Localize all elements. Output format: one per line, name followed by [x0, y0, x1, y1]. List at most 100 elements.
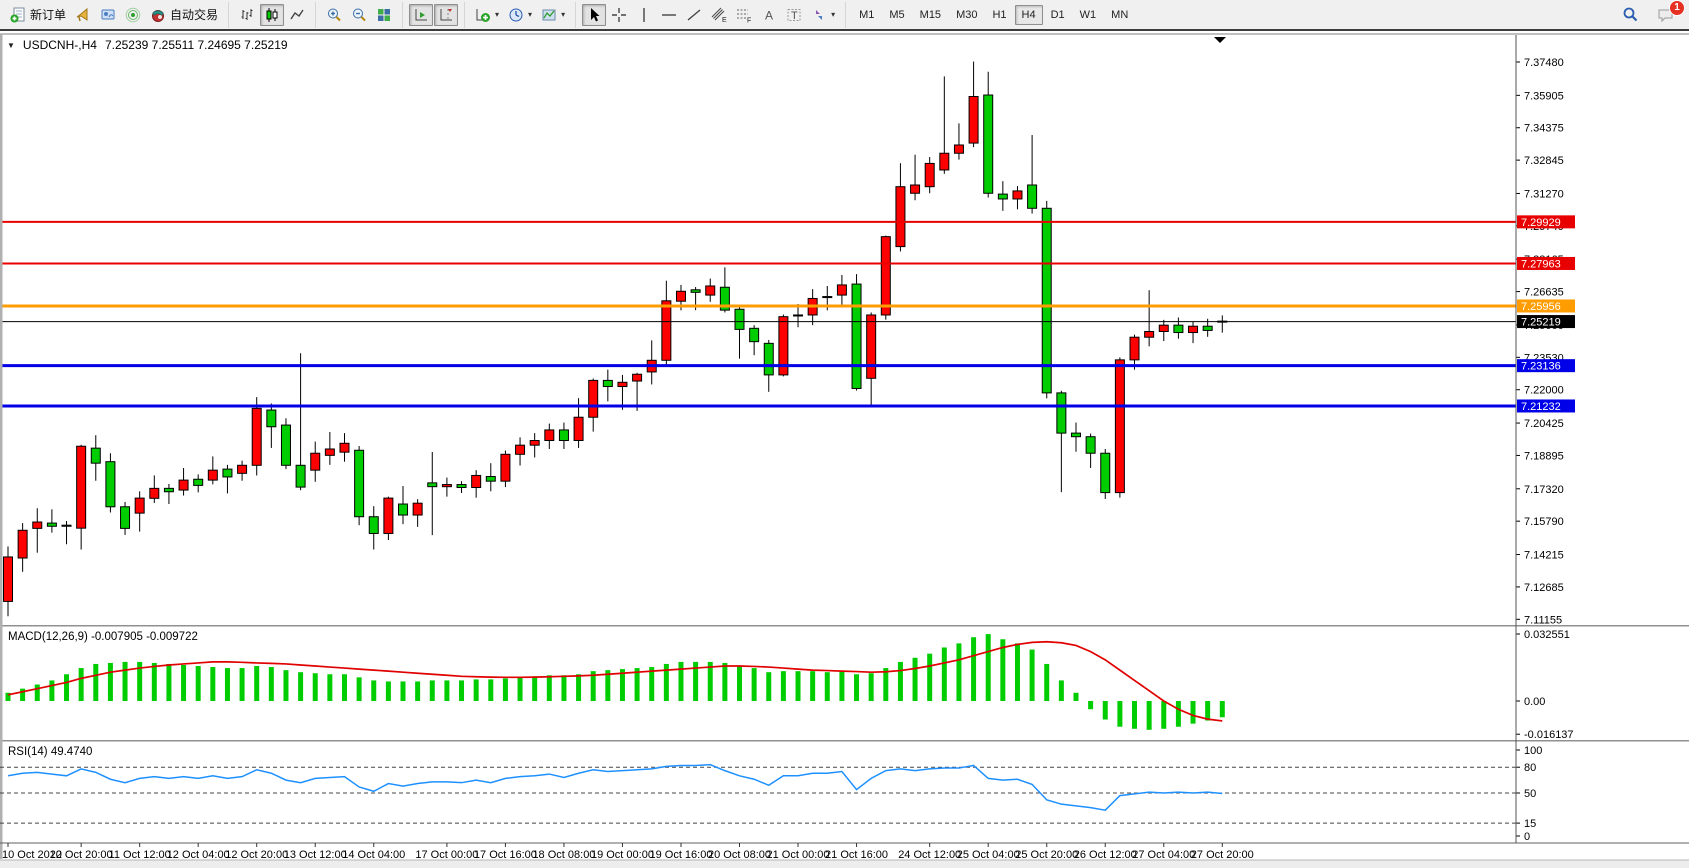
candle	[866, 312, 877, 407]
timeframe-button-w1[interactable]: W1	[1079, 8, 1097, 21]
indicators-button[interactable]: ▾	[471, 4, 503, 26]
candle-body-down	[1070, 432, 1081, 438]
rsi-title: RSI(14) 49.4740	[8, 746, 92, 758]
candle-body-down	[1041, 207, 1052, 394]
candle	[1085, 433, 1096, 469]
history-center-button[interactable]	[96, 4, 120, 26]
candlestick-chart-button[interactable]	[260, 3, 285, 26]
symbol-dropdown-icon[interactable]: ▼	[7, 40, 15, 50]
search-button[interactable]	[1618, 3, 1643, 26]
bar-chart-icon	[241, 8, 253, 20]
rsi-axis-label: 0	[1524, 831, 1530, 843]
macd-histogram-bar	[1117, 701, 1123, 727]
candle	[193, 474, 204, 493]
svg-text:F: F	[747, 17, 751, 23]
macd-histogram-bar	[107, 662, 113, 701]
vertical-line-button[interactable]	[632, 4, 656, 26]
crosshair-button[interactable]	[607, 4, 631, 26]
candle-body-up	[412, 502, 423, 516]
timeframe-button-h4[interactable]: H4	[1014, 4, 1043, 25]
price-tick-label: 7.34375	[1524, 123, 1564, 135]
candle-body-down	[602, 379, 613, 388]
equidistant-channel-button[interactable]: E	[707, 4, 731, 26]
macd-histogram-bar	[927, 653, 933, 701]
macd-histogram-bar	[854, 674, 860, 701]
macd-histogram-bar	[312, 673, 318, 701]
line-chart-icon	[290, 9, 304, 19]
macd-histogram-bar	[327, 674, 333, 701]
toolbar-group-charttype	[228, 1, 315, 28]
horizontal-line-button[interactable]	[657, 4, 681, 26]
candle	[793, 303, 804, 328]
auto-trading-button[interactable]: 自动交易	[146, 3, 222, 26]
candlestick-chart-icon	[266, 7, 278, 22]
candle	[851, 274, 862, 391]
macd-histogram-bar	[473, 679, 479, 701]
auto-trading-icon	[152, 9, 165, 22]
candle-body-down	[427, 482, 438, 488]
candle-body-up	[324, 448, 335, 456]
macd-histogram-bar	[912, 657, 918, 701]
price-tick-label: 7.32845	[1524, 155, 1564, 167]
timeframe-button-m1[interactable]: M1	[859, 8, 875, 21]
zoom-in-button[interactable]	[322, 4, 346, 26]
timeframe-button-m5[interactable]: M5	[889, 8, 905, 21]
candle-body-down	[749, 327, 760, 343]
text-button[interactable]: A	[757, 4, 781, 26]
toolbar-group-trade: 新订单	[0, 2, 228, 28]
auto-scroll-button[interactable]	[409, 3, 434, 26]
timeframe-button-m30[interactable]: M30	[956, 8, 978, 21]
macd-histogram-bar	[780, 671, 786, 701]
templates-button[interactable]: ▾	[537, 4, 569, 26]
candle	[968, 61, 979, 148]
text-label-button[interactable]: T	[782, 4, 806, 26]
timeframe-button-h1[interactable]: H1	[992, 8, 1007, 21]
timeframe-button-m15[interactable]: M15	[919, 8, 942, 21]
macd-histogram-bar	[517, 677, 523, 701]
candle	[661, 280, 672, 367]
candle	[705, 278, 716, 302]
candle-body-up	[822, 296, 833, 299]
trendline-button[interactable]	[682, 4, 706, 26]
price-badge	[1517, 215, 1575, 229]
macd-histogram-bar	[1205, 701, 1211, 721]
timeframe-button-mn[interactable]: MN	[1111, 8, 1129, 21]
svg-text:A: A	[765, 8, 773, 22]
timeframe-button-d1[interactable]: D1	[1050, 8, 1065, 21]
tile-windows-button[interactable]	[372, 4, 396, 26]
rsi-separator	[0, 740, 1689, 742]
bar-chart-button[interactable]	[235, 4, 259, 26]
clock-icon	[509, 8, 523, 21]
candle-body-up	[237, 464, 248, 474]
price-tick-label: 7.14215	[1524, 550, 1564, 562]
new-order-button[interactable]: 新订单	[6, 3, 70, 26]
news-signal-button[interactable]	[121, 4, 145, 26]
macd-histogram-bar	[605, 670, 611, 701]
chart-shift-button[interactable]	[434, 3, 459, 26]
candle	[441, 477, 452, 497]
candle	[76, 444, 87, 550]
price-tick-label: 7.20425	[1524, 418, 1564, 430]
time-tick-label: 21 Oct 16:00	[825, 849, 888, 861]
candle	[149, 475, 160, 503]
macd-histogram-bar	[532, 676, 538, 701]
rsi-pane: 100 80 50 150 RSI(14) 49.4740	[0, 745, 1542, 843]
cursor-button[interactable]	[582, 3, 607, 26]
notifications-button[interactable]: 1	[1653, 0, 1685, 26]
candle-body-up	[675, 290, 686, 302]
chart-window[interactable]: 7.374807.359057.343757.328457.312707.297…	[0, 33, 1689, 868]
time-tick-label: 25 Oct 20:00	[1015, 849, 1078, 861]
candle	[1100, 448, 1111, 499]
zoom-out-button[interactable]	[347, 4, 371, 26]
arrows-button[interactable]: ▾	[807, 4, 839, 26]
alerts-button[interactable]	[71, 4, 95, 26]
price-badge-label: 7.27963	[1521, 258, 1561, 270]
text-a-icon: A	[765, 8, 773, 22]
macd-histogram-bar	[663, 663, 669, 701]
macd-histogram-bar	[1044, 663, 1050, 701]
macd-histogram-bar	[1058, 680, 1064, 701]
macd-axis-label: -0.016137	[1524, 729, 1574, 741]
fibonacci-button[interactable]: F	[732, 4, 756, 26]
line-chart-button[interactable]	[285, 4, 309, 26]
periods-button[interactable]: ▾	[504, 4, 536, 26]
